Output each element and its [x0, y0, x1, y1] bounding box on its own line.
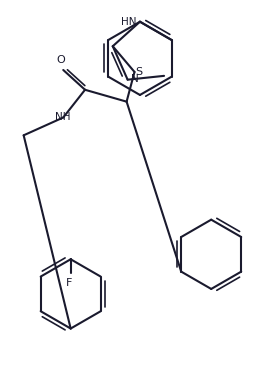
Text: S: S	[135, 67, 142, 77]
Text: O: O	[56, 55, 65, 65]
Text: NH: NH	[54, 112, 70, 123]
Text: F: F	[66, 278, 72, 288]
Text: HN: HN	[121, 17, 137, 27]
Text: N: N	[131, 74, 138, 84]
